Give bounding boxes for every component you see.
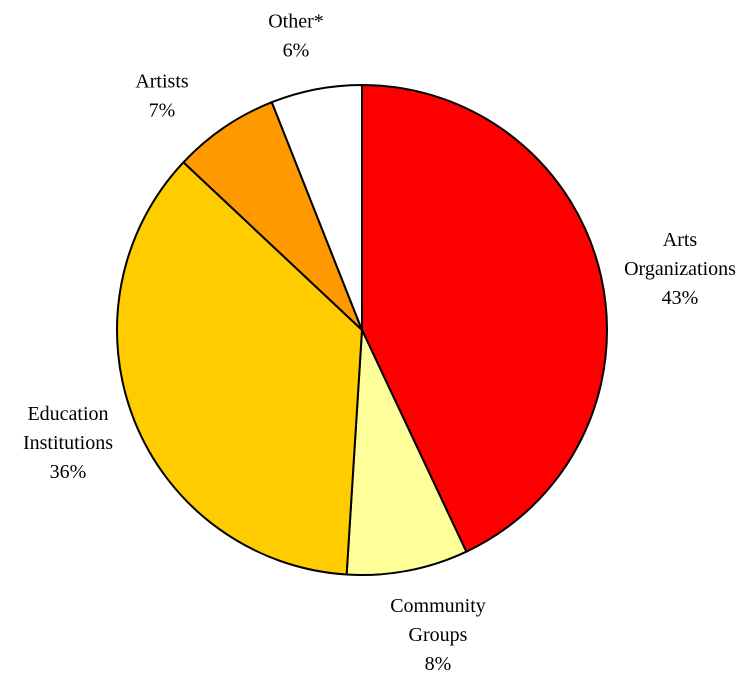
pie-slice-arts-organizations <box>361 84 608 553</box>
slice-label-arts-organizations: Arts Organizations 43% <box>624 229 736 309</box>
slice-category-label: Other* <box>268 11 324 33</box>
pie-labels: Arts Organizations 43% Community Groups 8% Edu… <box>23 11 736 676</box>
slice-value-label: 43% <box>662 287 699 309</box>
pie-slices <box>116 84 608 576</box>
slice-label-community-groups: Community Groups 8% <box>390 595 486 675</box>
slice-category-label: Groups <box>409 624 468 646</box>
slice-label-artists: Artists 7% <box>135 71 189 122</box>
slice-category-label: Institutions <box>23 432 113 454</box>
pie-slice-community-groups <box>345 329 468 576</box>
slice-category-label: Education <box>27 403 108 425</box>
slice-category-label: Organizations <box>624 258 736 280</box>
pie-slice-artists <box>182 101 363 331</box>
slice-category-label: Community <box>390 595 486 617</box>
pie-slice-education-institutions <box>116 161 363 576</box>
slice-label-other: Other* 6% <box>268 11 324 62</box>
slice-category-label: Artists <box>135 71 189 93</box>
slice-value-label: 36% <box>50 461 87 483</box>
pie-slice-other <box>270 84 363 331</box>
slice-value-label: 7% <box>149 100 176 122</box>
slice-category-label: Arts <box>663 229 698 251</box>
slice-value-label: 6% <box>283 40 310 62</box>
slice-value-label: 8% <box>425 653 452 675</box>
slice-label-education-institutions: Education Institutions 36% <box>23 403 113 483</box>
